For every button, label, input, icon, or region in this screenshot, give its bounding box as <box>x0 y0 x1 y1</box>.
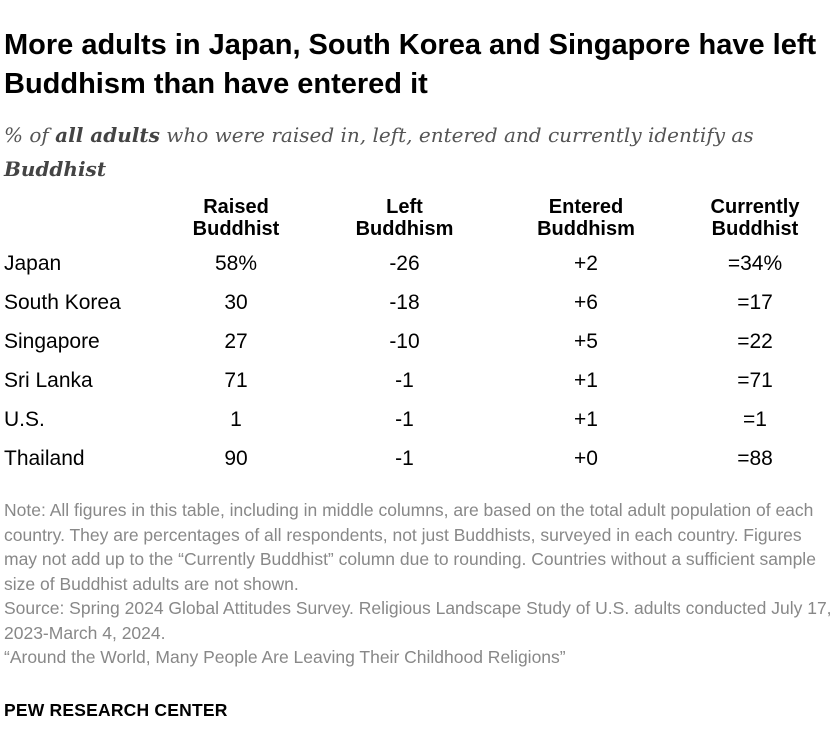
subtitle-emphasis-2: Buddhist <box>4 157 107 181</box>
entered-buddhism-cell: +5 <box>574 329 598 353</box>
entered-buddhism-cell: +2 <box>574 251 598 275</box>
column-header-entered: Entered Buddhism <box>537 196 635 240</box>
raised-buddhist-cell: 1 <box>230 407 242 431</box>
country-cell: U.S. <box>4 407 45 431</box>
entered-buddhism-cell: +1 <box>574 368 598 392</box>
brand-logo-text: PEW RESEARCH CENTER <box>4 700 228 720</box>
currently-buddhist-cell: =71 <box>737 368 773 392</box>
left-buddhism-cell: -1 <box>395 446 414 470</box>
column-header-raised: Raised Buddhist <box>192 196 280 240</box>
raised-buddhist-cell: 58% <box>214 251 258 275</box>
chart-title: More adults in Japan, South Korea and Si… <box>4 29 817 100</box>
currently-buddhist-cell: =17 <box>737 290 773 314</box>
raised-buddhist-cell: 90 <box>224 446 248 470</box>
entered-buddhism-cell: +1 <box>574 407 598 431</box>
table-body: Japan 58% -26 +2 =34% South Korea 30 -18 +6 =17 Si… <box>4 244 834 478</box>
entered-buddhism-cell: +6 <box>574 290 598 314</box>
table-header-row: Raised Buddhist Left Buddhism Entered Bu… <box>4 196 834 244</box>
left-buddhism-cell: -18 <box>389 290 420 314</box>
entered-buddhism-cell: +0 <box>574 446 598 470</box>
subtitle-middle: who were raised in, left, entered and cu… <box>159 123 754 147</box>
left-buddhism-cell: -1 <box>395 407 414 431</box>
country-cell: Singapore <box>4 329 100 353</box>
data-table: Raised Buddhist Left Buddhism Entered Bu… <box>4 196 834 478</box>
currently-buddhist-cell: =22 <box>737 329 773 353</box>
country-cell: South Korea <box>4 290 121 314</box>
subtitle-emphasis: all adults <box>55 123 160 147</box>
raised-buddhist-cell: 30 <box>224 290 248 314</box>
raised-buddhist-cell: 71 <box>224 368 248 392</box>
country-cell: Thailand <box>4 446 85 470</box>
raised-buddhist-cell: 27 <box>224 329 248 353</box>
table-row: Japan 58% -26 +2 =34% <box>4 244 834 283</box>
currently-buddhist-cell: =88 <box>737 446 773 470</box>
report-title: “Around the World, Many People Are Leavi… <box>4 647 566 667</box>
table-row: Sri Lanka 71 -1 +1 =71 <box>4 361 834 400</box>
chart-notes: Note: All figures in this table, includi… <box>4 498 834 670</box>
country-cell: Sri Lanka <box>4 368 93 392</box>
chart-subtitle: % of all adults who were raised in, left… <box>4 118 834 186</box>
table-row: U.S. 1 -1 +1 =1 <box>4 400 834 439</box>
column-header-country <box>4 196 159 244</box>
currently-buddhist-cell: =34% <box>727 251 783 275</box>
column-header-left: Left Buddhism <box>355 196 454 240</box>
table-row: Thailand 90 -1 +0 =88 <box>4 439 834 478</box>
left-buddhism-cell: -26 <box>389 251 420 275</box>
table-row: South Korea 30 -18 +6 =17 <box>4 283 834 322</box>
source-text: Source: Spring 2024 Global Attitudes Sur… <box>4 598 832 643</box>
left-buddhism-cell: -10 <box>389 329 420 353</box>
currently-buddhist-cell: =1 <box>743 407 767 431</box>
column-header-current: Currently Buddhist <box>710 196 800 240</box>
note-text: Note: All figures in this table, includi… <box>4 500 816 594</box>
country-cell: Japan <box>4 251 62 275</box>
subtitle-prefix: % of <box>4 123 56 147</box>
left-buddhism-cell: -1 <box>395 368 414 392</box>
table-row: Singapore 27 -10 +5 =22 <box>4 322 834 361</box>
